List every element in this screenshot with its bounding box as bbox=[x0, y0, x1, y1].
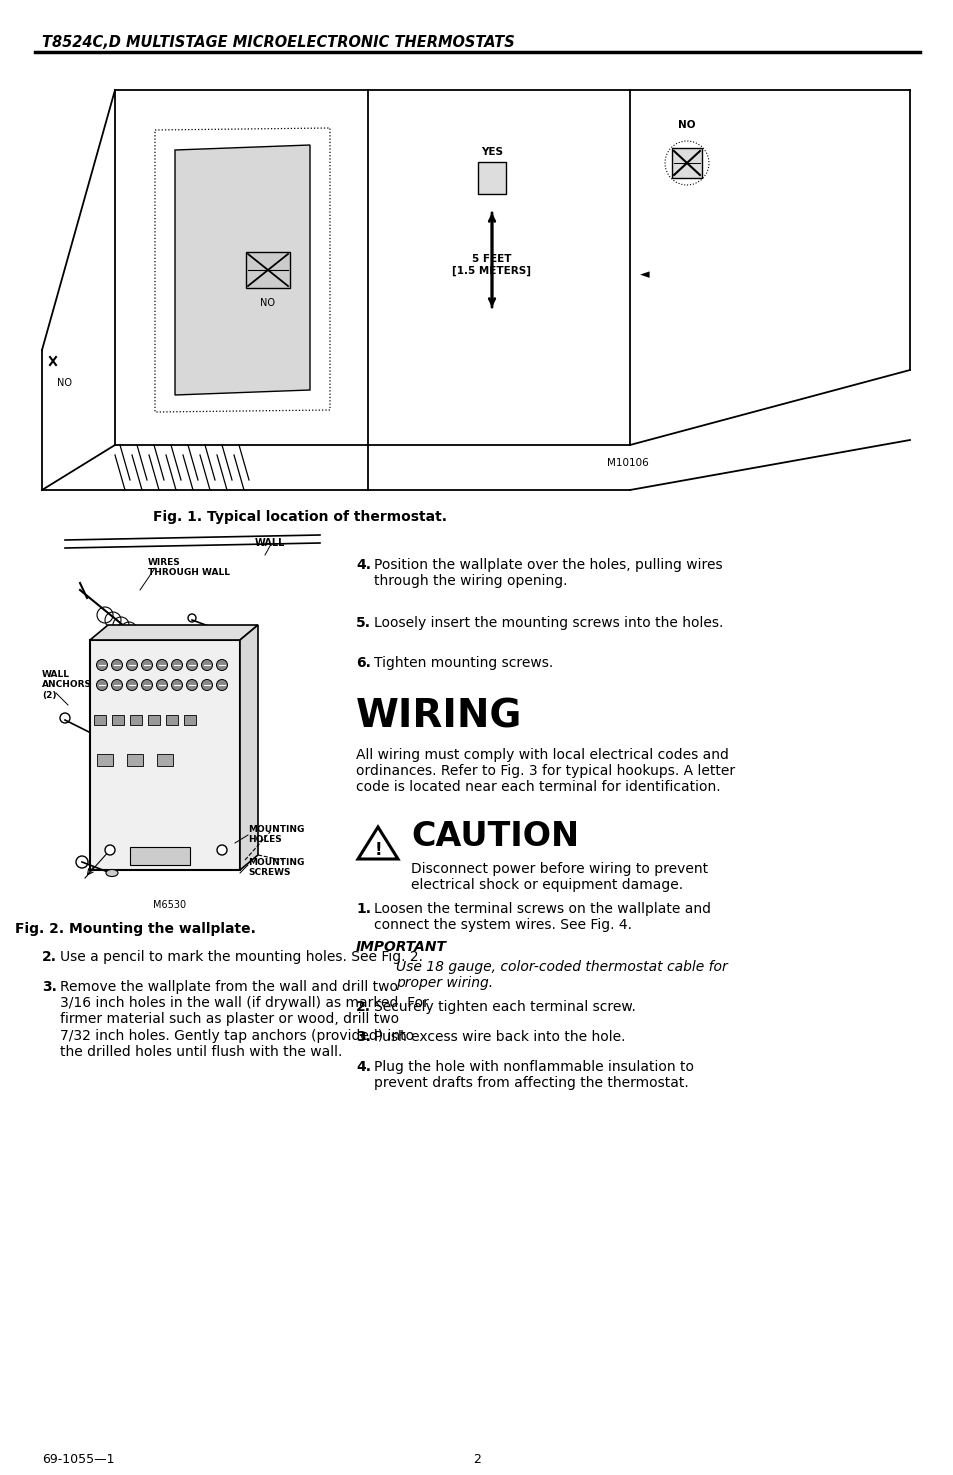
Bar bbox=[94, 715, 106, 726]
Bar bbox=[368, 90, 629, 445]
Polygon shape bbox=[240, 625, 257, 870]
Text: M6530: M6530 bbox=[153, 900, 187, 910]
Text: 6.: 6. bbox=[355, 656, 371, 670]
Circle shape bbox=[112, 659, 122, 671]
Circle shape bbox=[112, 680, 122, 690]
Text: NO: NO bbox=[57, 378, 71, 388]
Text: ◄: ◄ bbox=[639, 268, 649, 282]
Text: YES: YES bbox=[480, 148, 502, 156]
Text: Use 18 gauge, color-coded thermostat cable for
proper wiring.: Use 18 gauge, color-coded thermostat cab… bbox=[395, 960, 727, 990]
Text: 4.: 4. bbox=[355, 558, 371, 572]
Text: Securely tighten each terminal screw.: Securely tighten each terminal screw. bbox=[374, 1000, 636, 1013]
Text: Use a pencil to mark the mounting holes. See Fig. 2.: Use a pencil to mark the mounting holes.… bbox=[60, 950, 422, 965]
Text: Loosen the terminal screws on the wallplate and
connect the system wires. See Fi: Loosen the terminal screws on the wallpl… bbox=[374, 903, 710, 932]
Text: 5.: 5. bbox=[355, 617, 371, 630]
Circle shape bbox=[172, 680, 182, 690]
Circle shape bbox=[216, 659, 227, 671]
Bar bbox=[157, 754, 172, 766]
Circle shape bbox=[186, 659, 197, 671]
Bar bbox=[127, 754, 143, 766]
Text: Disconnect power before wiring to prevent
electrical shock or equipment damage.: Disconnect power before wiring to preven… bbox=[411, 861, 707, 892]
Circle shape bbox=[141, 680, 152, 690]
Circle shape bbox=[127, 680, 137, 690]
Text: !: ! bbox=[374, 841, 381, 858]
Text: 2: 2 bbox=[473, 1453, 480, 1466]
Ellipse shape bbox=[91, 733, 104, 740]
Text: 4.: 4. bbox=[355, 1061, 371, 1074]
Text: WALL
ANCHORS
(2): WALL ANCHORS (2) bbox=[42, 670, 91, 699]
Text: 5 FEET
[1.5 METERS]: 5 FEET [1.5 METERS] bbox=[452, 254, 531, 276]
Circle shape bbox=[216, 680, 227, 690]
Ellipse shape bbox=[222, 630, 233, 637]
Text: NO: NO bbox=[260, 298, 275, 308]
Circle shape bbox=[172, 659, 182, 671]
Bar bbox=[130, 715, 142, 726]
Text: All wiring must comply with local electrical codes and
ordinances. Refer to Fig.: All wiring must comply with local electr… bbox=[355, 748, 735, 795]
Bar bbox=[671, 148, 701, 178]
Circle shape bbox=[127, 659, 137, 671]
Circle shape bbox=[216, 845, 227, 856]
Text: 3.: 3. bbox=[42, 979, 57, 994]
Text: Tighten mounting screws.: Tighten mounting screws. bbox=[374, 656, 553, 670]
Text: Position the wallplate over the holes, pulling wires
through the wiring opening.: Position the wallplate over the holes, p… bbox=[374, 558, 721, 589]
Text: Fig. 1. Typical location of thermostat.: Fig. 1. Typical location of thermostat. bbox=[152, 510, 447, 524]
Circle shape bbox=[96, 680, 108, 690]
Bar bbox=[97, 754, 112, 766]
Text: T8524C,D MULTISTAGE MICROELECTRONIC THERMOSTATS: T8524C,D MULTISTAGE MICROELECTRONIC THER… bbox=[42, 35, 515, 50]
Bar bbox=[477, 162, 505, 195]
Circle shape bbox=[156, 659, 168, 671]
Bar bbox=[166, 715, 178, 726]
Text: 1.: 1. bbox=[355, 903, 371, 916]
Text: WIRING: WIRING bbox=[355, 698, 522, 736]
Text: Remove the wallplate from the wall and drill two
3/16 inch holes in the wall (if: Remove the wallplate from the wall and d… bbox=[60, 979, 429, 1059]
Text: 2.: 2. bbox=[42, 950, 57, 965]
Text: 3.: 3. bbox=[355, 1030, 371, 1044]
Circle shape bbox=[201, 659, 213, 671]
Text: Fig. 2. Mounting the wallplate.: Fig. 2. Mounting the wallplate. bbox=[14, 922, 255, 937]
Bar bbox=[90, 640, 240, 870]
Text: M10106: M10106 bbox=[606, 459, 648, 468]
Ellipse shape bbox=[106, 869, 118, 876]
Text: MOUNTING
HOLES: MOUNTING HOLES bbox=[248, 825, 304, 844]
Polygon shape bbox=[174, 145, 310, 395]
Circle shape bbox=[156, 680, 168, 690]
Circle shape bbox=[201, 680, 213, 690]
Bar bbox=[112, 715, 124, 726]
Text: WIRES
THROUGH WALL: WIRES THROUGH WALL bbox=[148, 558, 230, 577]
Bar bbox=[184, 715, 195, 726]
Bar bbox=[246, 252, 290, 288]
Circle shape bbox=[105, 845, 115, 856]
Circle shape bbox=[96, 659, 108, 671]
Text: Loosely insert the mounting screws into the holes.: Loosely insert the mounting screws into … bbox=[374, 617, 722, 630]
Text: Push excess wire back into the hole.: Push excess wire back into the hole. bbox=[374, 1030, 625, 1044]
Circle shape bbox=[141, 659, 152, 671]
Polygon shape bbox=[90, 625, 257, 640]
Text: MOUNTING
SCREWS: MOUNTING SCREWS bbox=[248, 858, 304, 878]
Text: CAUTION: CAUTION bbox=[411, 820, 578, 853]
Circle shape bbox=[186, 680, 197, 690]
Text: WALL: WALL bbox=[254, 538, 285, 549]
Text: IMPORTANT: IMPORTANT bbox=[355, 940, 447, 954]
Bar bbox=[130, 847, 190, 864]
Text: Plug the hole with nonflammable insulation to
prevent drafts from affecting the : Plug the hole with nonflammable insulati… bbox=[374, 1061, 693, 1090]
Text: 2.: 2. bbox=[355, 1000, 371, 1013]
Text: 69-1055—1: 69-1055—1 bbox=[42, 1453, 114, 1466]
Bar bbox=[148, 715, 160, 726]
Text: NO: NO bbox=[678, 119, 695, 130]
